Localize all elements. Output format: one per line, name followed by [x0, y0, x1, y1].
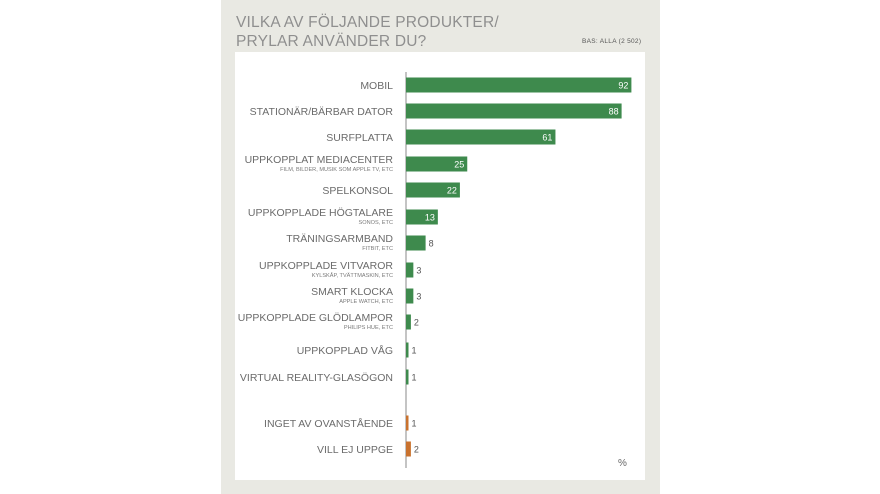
category-label: VIRTUAL REALITY-GLASÖGON	[240, 372, 393, 384]
chart-title: VILKA AV FÖLJANDE PRODUKTER/ PRYLAR ANVÄ…	[236, 13, 556, 51]
data-label: 13	[425, 213, 435, 223]
data-label: 3	[416, 266, 421, 276]
category-label: TRÄNINGSARMBAND	[286, 233, 393, 245]
category-sublabel: SONOS, ETC	[359, 220, 394, 226]
data-label: 88	[609, 107, 619, 117]
category-label: UPPKOPPLADE GLÖDLAMPOR	[238, 312, 394, 324]
bar	[406, 262, 414, 278]
bar	[406, 288, 414, 304]
data-label: 1	[412, 346, 417, 356]
category-label: SMART KLOCKA	[311, 286, 393, 298]
category-label: INGET AV OVANSTÅENDE	[264, 417, 393, 430]
bar	[406, 209, 438, 225]
unit-label: %	[618, 458, 627, 469]
data-label: 2	[414, 318, 419, 328]
category-label: VILL EJ UPPGE	[317, 444, 393, 456]
bar	[406, 342, 409, 358]
bar	[406, 129, 556, 145]
category-label: STATIONÄR/BÄRBAR DATOR	[250, 106, 394, 118]
bar	[406, 369, 409, 385]
title-line-1: VILKA AV FÖLJANDE PRODUKTER/	[236, 14, 499, 31]
category-sublabel: FITBIT, ETC	[362, 246, 393, 252]
data-label: 1	[412, 373, 417, 383]
category-label: UPPKOPPLAD VÅG	[297, 344, 393, 357]
bar	[406, 156, 468, 172]
category-label: SURFPLATTA	[326, 132, 393, 144]
bar-chart: MOBIL 92 STATIONÄR/BÄRBAR DATOR 88 SURFPLATT…	[235, 52, 645, 480]
base-label: BAS: ALLA (2 502)	[582, 38, 642, 45]
data-label: 1	[412, 419, 417, 429]
bar	[406, 103, 622, 119]
category-label: SPELKONSOL	[322, 185, 393, 197]
category-label: UPPKOPPLADE VITVAROR	[259, 260, 393, 272]
data-label: 3	[416, 292, 421, 302]
bar	[406, 314, 411, 330]
chart-card	[235, 52, 645, 480]
category-sublabel: FILM, BILDER, MUSIK SOM APPLE TV, ETC	[280, 167, 393, 173]
bar	[406, 235, 426, 251]
data-label: 8	[429, 239, 434, 249]
category-label: MOBIL	[360, 80, 393, 92]
data-label: 22	[447, 186, 457, 196]
category-sublabel: PHILIPS HUE, ETC	[344, 325, 393, 331]
data-label: 2	[414, 445, 419, 455]
category-label: UPPKOPPLAT MEDIACENTER	[245, 154, 394, 166]
bar	[406, 77, 632, 93]
bar	[406, 182, 460, 198]
title-line-2: PRYLAR ANVÄNDER DU?	[236, 33, 427, 50]
bar	[406, 441, 411, 457]
category-sublabel: KYLSKÅP, TVÄTTMASKIN, ETC	[312, 272, 393, 279]
data-label: 92	[618, 81, 628, 91]
bar	[406, 415, 409, 431]
category-label: UPPKOPPLADE HÖGTALARE	[248, 207, 393, 219]
category-sublabel: APPLE WATCH, ETC	[339, 299, 393, 305]
data-label: 25	[454, 160, 464, 170]
data-label: 61	[542, 133, 552, 143]
